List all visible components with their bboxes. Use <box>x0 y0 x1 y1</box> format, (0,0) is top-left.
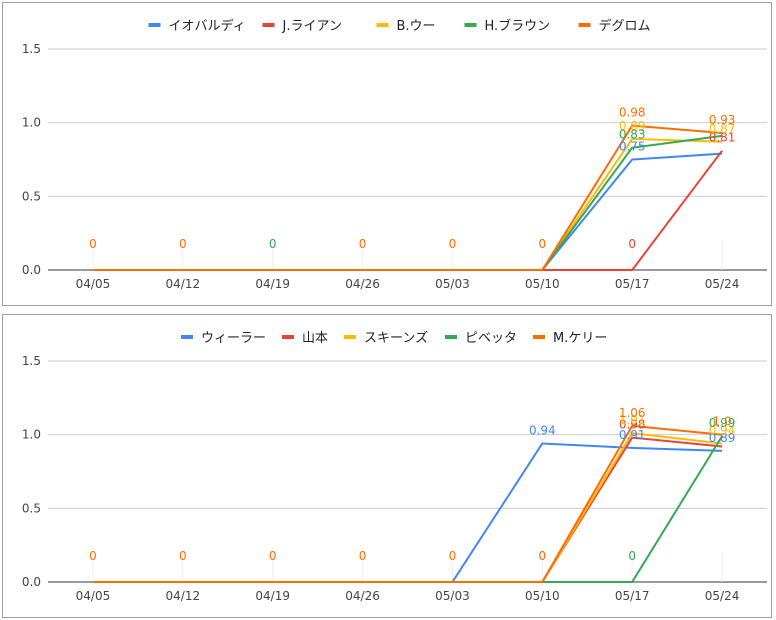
chart1-legend-label: デグロム <box>599 18 651 34</box>
chart-panel-1: 0.0 0.5 1.0 1.5 04/05 04/12 04/19 04/26 05/03 05/… <box>2 2 772 306</box>
chart1-data-label: 0.83 <box>619 128 646 142</box>
chart2-legend-label: 山本 <box>302 331 328 346</box>
chart2-x-tick-label: 05/10 <box>525 589 560 603</box>
chart2-x-tick-label: 05/17 <box>615 589 650 603</box>
chart1-x-tick-label: 05/03 <box>435 277 470 291</box>
chart1-data-label: 0 <box>179 237 187 251</box>
chart2-data-label: 1.0 <box>713 415 732 429</box>
chart1-x-tick-label: 04/26 <box>345 277 380 291</box>
chart2-data-label: 0.94 <box>709 424 736 438</box>
chart2-data-label: 0.99 <box>709 416 736 430</box>
chart1-data-label: 0 <box>359 237 367 251</box>
chart2-legend-label: ピベッタ <box>465 331 517 346</box>
chart1-y-tick-label: 1.5 <box>22 42 41 56</box>
chart1-legend-label: H.ブラウン <box>485 18 551 34</box>
chart1-x-tick-label: 05/17 <box>615 277 650 291</box>
chart2-data-label: 0.94 <box>529 424 556 438</box>
chart2-y-tick-label: 0.0 <box>22 575 41 589</box>
chart1-y-tick-label: 1.0 <box>22 116 41 130</box>
chart2-x-tick-label: 04/12 <box>166 589 201 603</box>
chart1-data-label: 0.89 <box>619 119 646 133</box>
chart2-y-tick-label: 1.0 <box>22 428 41 442</box>
chart1-series-line-5 <box>92 124 723 271</box>
chart2-y-tick-label: 0.5 <box>22 501 41 515</box>
chart1-legend-label: B.ウー <box>397 19 436 34</box>
chart2-series-line-5 <box>92 424 723 583</box>
chart1-data-label: 0.93 <box>709 113 736 127</box>
line-chart-1: 0.0 0.5 1.0 1.5 04/05 04/12 04/19 04/26 05/03 05/… <box>22 18 767 291</box>
chart2-data-label: 0 <box>269 549 277 563</box>
chart2-data-label: 0 <box>449 549 457 563</box>
chart1-data-label: 0.81 <box>709 131 736 145</box>
line-chart-2: 0.0 0.5 1.0 1.5 04/05 04/12 04/19 04/26 05/03 05/… <box>22 330 767 603</box>
chart2-data-label: 0.98 <box>619 418 646 432</box>
chart1-x-tick-label: 05/24 <box>705 277 740 291</box>
chart1-x-tick-label: 05/10 <box>525 277 560 291</box>
chart2-data-label: 0 <box>359 549 367 563</box>
chart1-data-label: 0.87 <box>709 122 736 136</box>
chart1-data-label: 0 <box>538 237 546 251</box>
chart2-x-tick-label: 04/26 <box>345 589 380 603</box>
chart1-x-tick-label: 04/19 <box>255 277 290 291</box>
chart-panel-2: 0.0 0.5 1.0 1.5 04/05 04/12 04/19 04/26 05/03 05/… <box>2 314 772 618</box>
chart2-x-tick-label: 05/24 <box>705 589 740 603</box>
chart2-x-tick-label: 04/05 <box>76 589 111 603</box>
chart1-legend-label: イオバルディ <box>169 18 246 34</box>
chart2-data-label: 1.01 <box>619 413 646 427</box>
chart1-x-tick-label: 04/12 <box>166 277 201 291</box>
chart1-data-label: 0 <box>89 237 97 251</box>
chart2-legend-label: ウィーラー <box>201 331 266 346</box>
chart1-series-line-2 <box>92 150 723 271</box>
chart1-x-tick-label: 04/05 <box>76 277 111 291</box>
chart2-data-label: 0.91 <box>619 428 646 442</box>
chart2-legend-label: M.ケリー <box>553 331 607 346</box>
chart2-data-label: 0.89 <box>709 431 736 445</box>
chart2-data-label: 0 <box>628 549 636 563</box>
chart1-data-label: 0.75 <box>619 140 646 154</box>
chart2-data-label: 0 <box>538 549 546 563</box>
chart2-data-label: 0 <box>89 549 97 563</box>
chart2-y-tick-label: 1.5 <box>22 354 41 368</box>
chart1-data-label: 0 <box>449 237 457 251</box>
chart1-data-label: 0 <box>269 237 277 251</box>
chart1-y-tick-label: 0.0 <box>22 263 41 277</box>
chart1-data-label: 0.98 <box>619 106 646 120</box>
chart1-series-line-1 <box>92 152 723 271</box>
chart2-legend-label: スキーンズ <box>364 330 428 346</box>
chart2-x-tick-label: 05/03 <box>435 589 470 603</box>
chart1-data-label: 0 <box>628 237 636 251</box>
chart2-data-label: 1.06 <box>619 406 646 420</box>
chart2-x-tick-label: 04/19 <box>255 589 290 603</box>
chart1-y-tick-label: 0.5 <box>22 189 41 203</box>
chart1-legend-label: J.ライアン <box>282 19 342 34</box>
chart2-data-label: 0 <box>179 549 187 563</box>
